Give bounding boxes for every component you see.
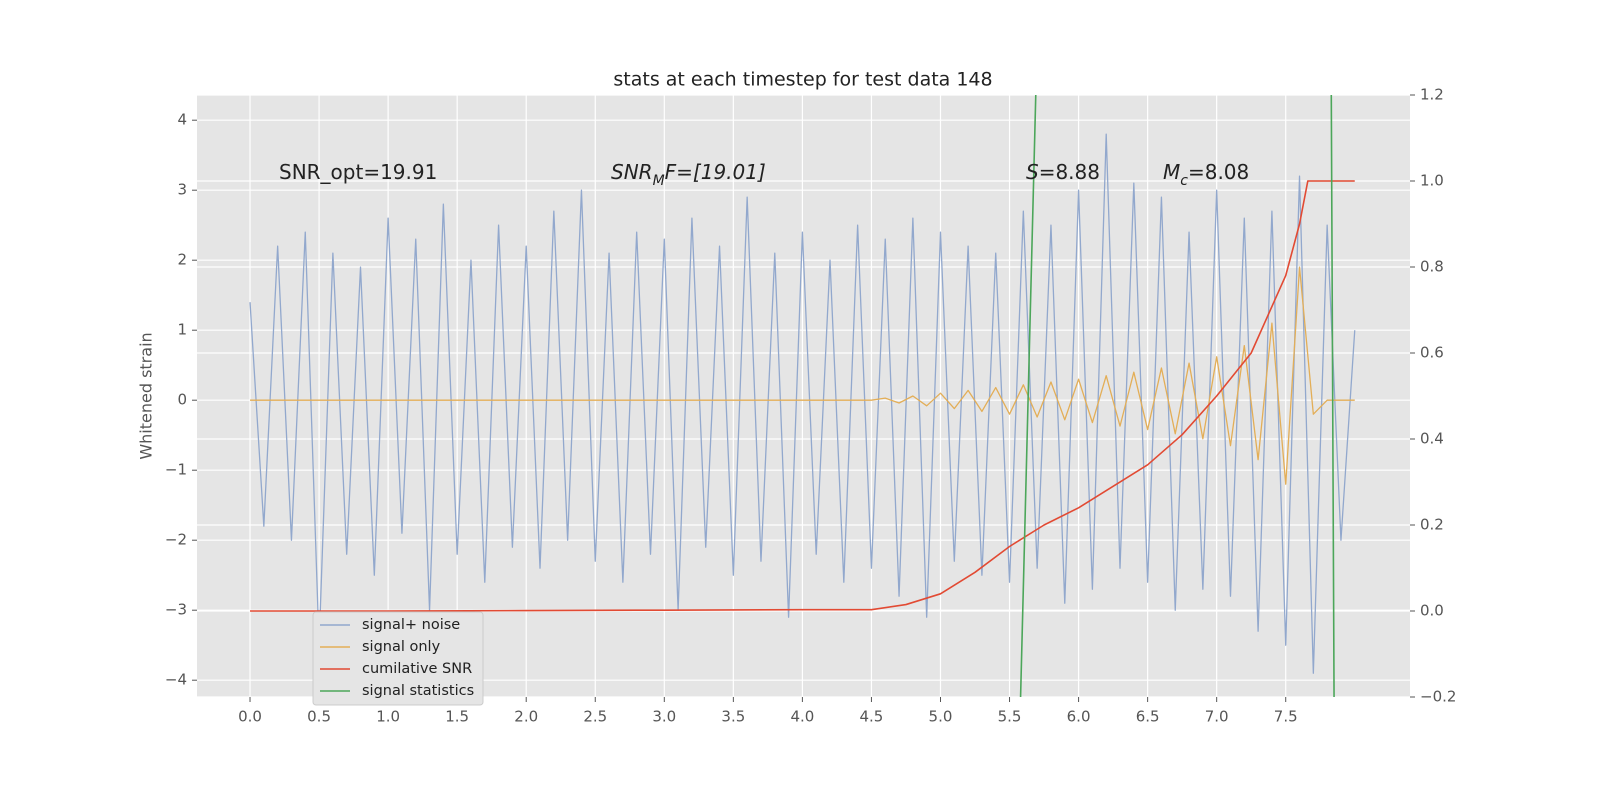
y2-tick-label: 0.6 (1420, 344, 1444, 362)
series-line (250, 266, 1355, 485)
series-line (250, 180, 1355, 612)
annotation-text: =8.88 (1039, 160, 1100, 184)
annotation: SNRMF=[19.01] (611, 160, 766, 190)
x-tick-label: 2.5 (583, 708, 607, 726)
x-tick-label: 3.5 (721, 708, 745, 726)
x-tick-label: 0.5 (307, 708, 331, 726)
y-tick-label: 4 (177, 111, 187, 129)
x-tick-label: 7.0 (1205, 708, 1229, 726)
y-tick-label: 1 (177, 321, 187, 339)
y2-tick-label: 1.0 (1420, 172, 1444, 190)
plot-series (249, 95, 1356, 697)
legend-label: signal statistics (362, 683, 474, 699)
legend-label: signal+ noise (362, 617, 460, 633)
x-tick-label: 7.5 (1274, 708, 1298, 726)
x-tick-label: 3.0 (652, 708, 676, 726)
legend-label: cumilative SNR (362, 661, 472, 677)
y-tick-label: 2 (177, 251, 187, 269)
annotation-sub: c (1180, 173, 1188, 189)
x-tick-label: 4.0 (790, 708, 814, 726)
x-tick-label: 6.5 (1136, 708, 1160, 726)
y-tick-label: −2 (165, 531, 187, 549)
x-tick-label: 0.0 (238, 708, 262, 726)
annotation: Mc=8.08 (1163, 160, 1249, 190)
x-tick-label: 1.0 (376, 708, 400, 726)
y2-tick-label: 0.2 (1420, 516, 1444, 534)
series-line (1019, 95, 1335, 697)
x-tick-label: 5.5 (998, 708, 1022, 726)
annotation-text: F=[19.01] (665, 160, 766, 184)
y-tick-label: 0 (177, 391, 187, 409)
legend-box (312, 611, 484, 706)
annotation-italic: M (1163, 160, 1180, 184)
x-tick-label: 4.5 (860, 708, 884, 726)
series-line (249, 133, 1356, 674)
annotation-italic: S (1026, 160, 1039, 184)
y-tick-label: −4 (165, 671, 187, 689)
plot-area (197, 95, 1410, 697)
y-axis-label: Whitened strain (137, 332, 156, 459)
annotation-text: SNR_opt=19.91 (279, 160, 437, 184)
y2-tick-label: 0.0 (1420, 602, 1444, 620)
x-tick-label: 6.0 (1067, 708, 1091, 726)
legend-label: signal only (362, 639, 441, 655)
annotation: S=8.88 (1026, 160, 1100, 184)
annotation: SNR_opt=19.91 (279, 160, 437, 184)
annotation-text: =8.08 (1188, 160, 1249, 184)
y-tick-label: −1 (165, 461, 187, 479)
annotation-sub: M (653, 173, 665, 189)
x-tick-label: 2.0 (514, 708, 538, 726)
y-tick-label: −3 (165, 601, 187, 619)
y2-tick-label: 1.2 (1420, 86, 1444, 104)
y2-tick-label: 0.4 (1420, 430, 1444, 448)
y2-tick-label: −0.2 (1420, 688, 1456, 706)
y2-tick-label: 0.8 (1420, 258, 1444, 276)
chart-title: stats at each timestep for test data 148 (613, 69, 992, 91)
x-tick-label: 1.5 (445, 708, 469, 726)
annotation-italic: SNR (611, 160, 653, 184)
x-tick-label: 5.0 (929, 708, 953, 726)
y-tick-label: 3 (177, 181, 187, 199)
